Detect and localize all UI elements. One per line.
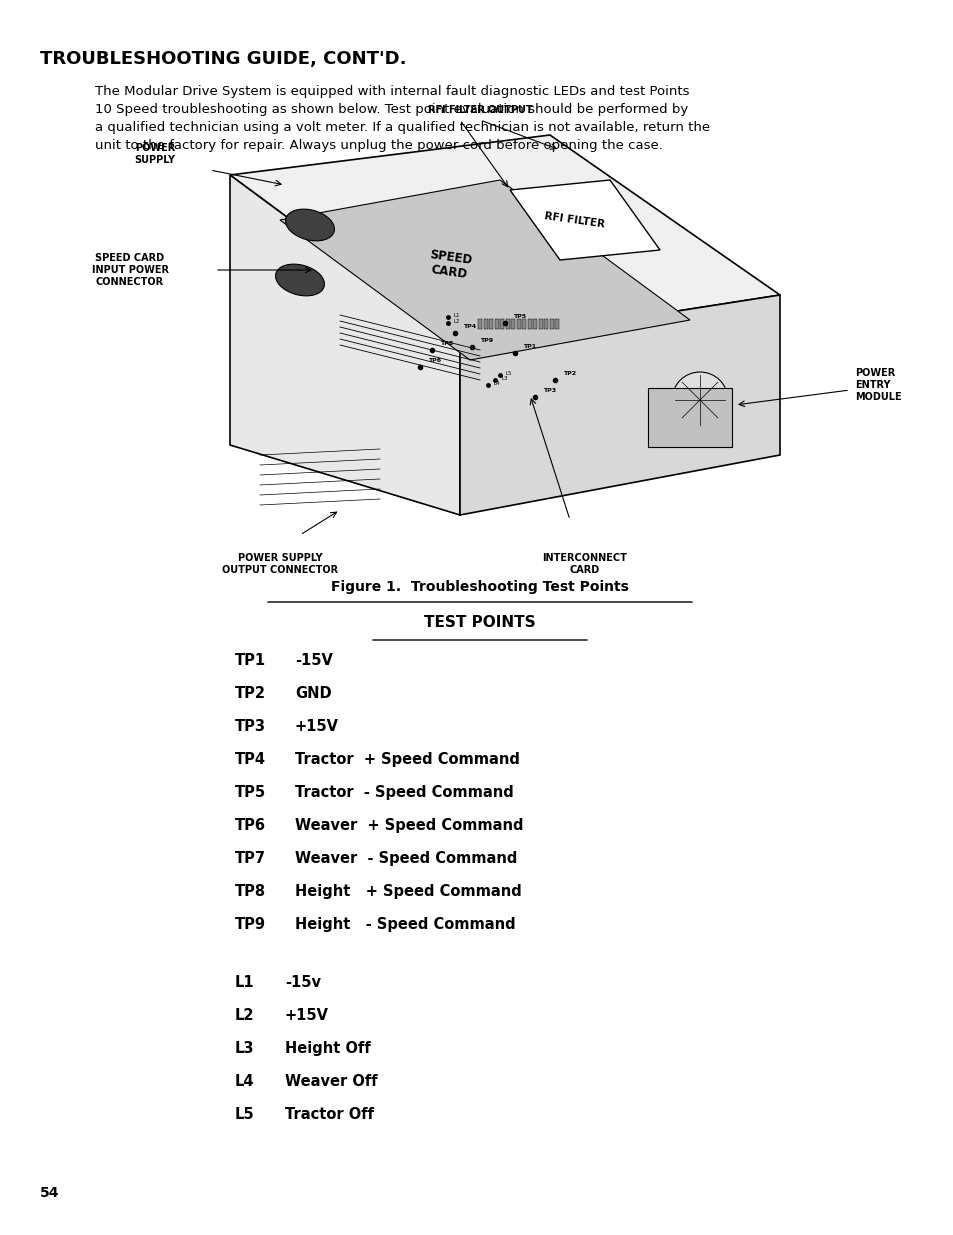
Text: TP6: TP6 — [234, 818, 266, 832]
Text: +15V: +15V — [285, 1008, 329, 1023]
Bar — [505, 319, 509, 329]
Polygon shape — [510, 180, 659, 261]
Text: L5: L5 — [505, 370, 512, 375]
Text: TP9: TP9 — [234, 918, 266, 932]
Bar — [549, 319, 553, 329]
Text: POWER SUPPLY
OUTPUT CONNECTOR: POWER SUPPLY OUTPUT CONNECTOR — [222, 553, 337, 576]
Text: TP3: TP3 — [542, 388, 556, 393]
Text: TEST POINTS: TEST POINTS — [424, 615, 536, 630]
Text: L3: L3 — [234, 1041, 254, 1056]
Bar — [533, 319, 537, 329]
Text: Figure 1.  Troubleshooting Test Points: Figure 1. Troubleshooting Test Points — [331, 580, 628, 594]
Text: SPEED CARD
INPUT POWER
CONNECTOR: SPEED CARD INPUT POWER CONNECTOR — [91, 253, 169, 288]
Bar — [521, 319, 525, 329]
Text: TP3: TP3 — [234, 719, 266, 734]
Text: L5: L5 — [234, 1107, 254, 1123]
Text: TP8: TP8 — [234, 884, 266, 899]
Bar — [516, 319, 520, 329]
Bar — [511, 319, 515, 329]
Text: TP6: TP6 — [428, 358, 440, 363]
Text: +15V: +15V — [294, 719, 338, 734]
Ellipse shape — [275, 264, 324, 296]
Text: -15V: -15V — [294, 653, 333, 668]
Text: TP4: TP4 — [234, 752, 266, 767]
Circle shape — [671, 372, 727, 429]
Text: Height   + Speed Command: Height + Speed Command — [294, 884, 521, 899]
Text: L1: L1 — [454, 312, 460, 317]
Text: INTERCONNECT
CARD: INTERCONNECT CARD — [542, 553, 627, 576]
Text: L4: L4 — [494, 382, 500, 387]
Polygon shape — [459, 295, 780, 515]
Text: TP9: TP9 — [479, 338, 493, 343]
Text: The Modular Drive System is equipped with internal fault diagnostic LEDs and tes: The Modular Drive System is equipped wit… — [95, 85, 709, 152]
Text: Height Off: Height Off — [285, 1041, 371, 1056]
Text: Height   - Speed Command: Height - Speed Command — [294, 918, 515, 932]
Bar — [494, 319, 498, 329]
Text: L3: L3 — [500, 375, 507, 382]
Text: RFI FILTER OUTPUT: RFI FILTER OUTPUT — [427, 105, 532, 115]
Text: Tractor Off: Tractor Off — [285, 1107, 374, 1123]
Bar — [543, 319, 547, 329]
Text: RFI FILTER: RFI FILTER — [543, 211, 605, 230]
Polygon shape — [280, 180, 689, 359]
Text: TP1: TP1 — [234, 653, 266, 668]
Text: L2: L2 — [454, 319, 460, 324]
Text: TP8: TP8 — [439, 341, 453, 346]
Bar — [537, 319, 542, 329]
Text: L2: L2 — [234, 1008, 254, 1023]
Text: TP7: TP7 — [234, 851, 266, 866]
Text: Tractor  - Speed Command: Tractor - Speed Command — [294, 785, 514, 800]
Text: L1: L1 — [234, 974, 254, 990]
Text: TROUBLESHOOTING GUIDE, CONT'D.: TROUBLESHOOTING GUIDE, CONT'D. — [40, 49, 406, 68]
Text: 54: 54 — [40, 1186, 59, 1200]
Bar — [483, 319, 487, 329]
Bar — [555, 319, 558, 329]
Bar — [527, 319, 531, 329]
Text: L4: L4 — [234, 1074, 254, 1089]
Bar — [499, 319, 503, 329]
Text: POWER
SUPPLY: POWER SUPPLY — [134, 142, 175, 165]
Text: POWER
ENTRY
MODULE: POWER ENTRY MODULE — [854, 368, 901, 403]
Ellipse shape — [285, 209, 335, 241]
Text: TP5: TP5 — [513, 314, 525, 319]
Bar — [477, 319, 481, 329]
FancyBboxPatch shape — [647, 388, 731, 447]
Text: Weaver  - Speed Command: Weaver - Speed Command — [294, 851, 517, 866]
Text: Tractor  + Speed Command: Tractor + Speed Command — [294, 752, 519, 767]
Bar — [489, 319, 493, 329]
Text: -15v: -15v — [285, 974, 320, 990]
Polygon shape — [230, 135, 780, 345]
Text: TP2: TP2 — [234, 685, 266, 701]
Text: TP1: TP1 — [522, 345, 536, 350]
Text: TP2: TP2 — [562, 370, 576, 375]
Text: Weaver  + Speed Command: Weaver + Speed Command — [294, 818, 523, 832]
Text: Weaver Off: Weaver Off — [285, 1074, 377, 1089]
Text: TP5: TP5 — [234, 785, 266, 800]
Text: SPEED
CARD: SPEED CARD — [426, 248, 473, 282]
Polygon shape — [230, 175, 459, 515]
Text: GND: GND — [294, 685, 332, 701]
Text: TP4: TP4 — [462, 324, 476, 329]
